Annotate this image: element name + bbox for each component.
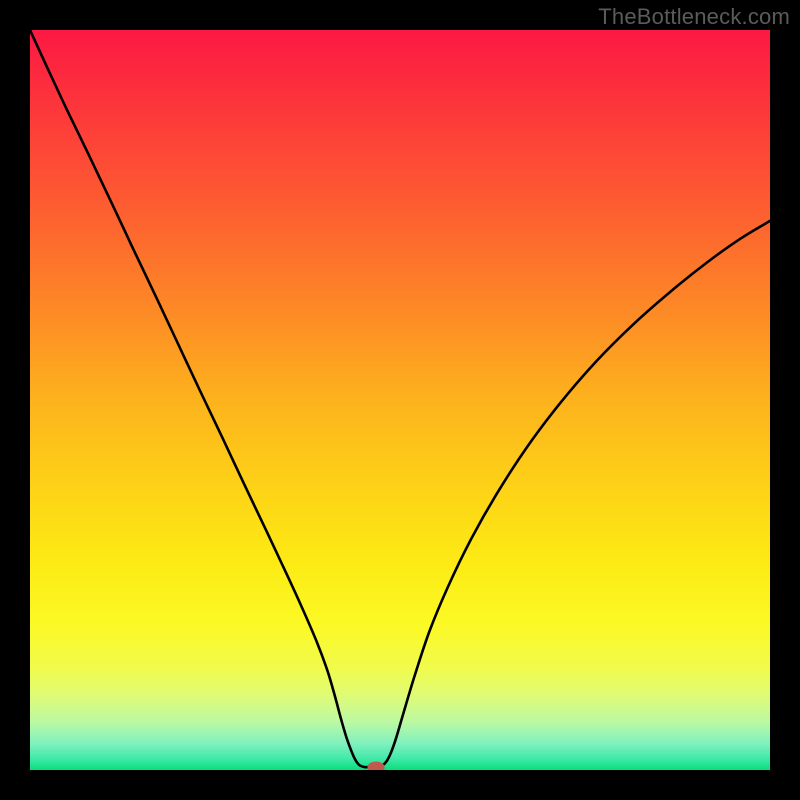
plot-area bbox=[30, 30, 770, 770]
optimum-marker bbox=[368, 762, 385, 770]
curve-svg bbox=[30, 30, 770, 770]
bottleneck-curve-path bbox=[30, 30, 770, 767]
chart-outer-frame: TheBottleneck.com bbox=[0, 0, 800, 800]
watermark-text: TheBottleneck.com bbox=[598, 4, 790, 30]
